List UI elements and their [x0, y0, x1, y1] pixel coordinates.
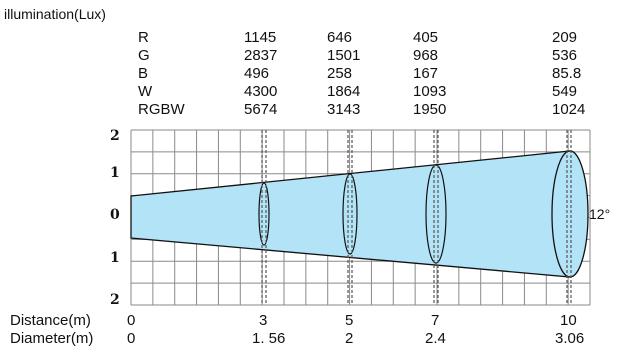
table-cell: 646 — [327, 29, 352, 46]
distance-label: Distance(m) — [10, 312, 91, 329]
table-cell: 258 — [327, 65, 352, 82]
cross-section-7m — [425, 164, 447, 264]
diameter-value: 2 — [345, 330, 353, 347]
beam-end-ellipse — [551, 150, 589, 278]
table-cell: 1501 — [327, 47, 360, 64]
row-label-rgbw: RGBW — [138, 101, 186, 118]
table-cell: 536 — [552, 47, 577, 64]
table-cell: 167 — [413, 65, 438, 82]
table-cell: 405 — [413, 29, 438, 46]
table-cell: 1864 — [327, 83, 360, 100]
distance-value: 5 — [345, 312, 353, 329]
diameter-value: 1. 56 — [252, 330, 285, 347]
table-cell: 3143 — [327, 101, 360, 118]
beam-angle-label: 12° — [589, 206, 610, 222]
diameter-label: Diameter(m) — [10, 330, 93, 347]
y-tick-label: 2 — [110, 292, 120, 308]
table-cell: 1024 — [552, 101, 585, 118]
row-label-w: W — [138, 83, 153, 100]
table-cell: 209 — [552, 29, 577, 46]
distance-markers — [261, 130, 572, 305]
table-cell: 549 — [552, 83, 577, 100]
distance-value: 10 — [560, 312, 577, 329]
diameter-value: 3.06 — [555, 330, 584, 347]
table-cell: 1950 — [413, 101, 446, 118]
distance-value: 7 — [431, 312, 439, 329]
illumination-table: R G B W RGBW 1145 646 405 209 2837 1501 … — [138, 29, 585, 118]
y-tick-label: 1 — [110, 250, 120, 266]
y-tick-label: 2 — [110, 128, 120, 144]
table-cell: 5674 — [244, 101, 277, 118]
page-title: illumination(Lux) — [4, 6, 106, 22]
distance-row: Distance(m) 0 3 5 7 10 — [10, 312, 577, 329]
row-label-g: G — [138, 47, 150, 64]
y-tick-label: 0 — [110, 207, 120, 223]
table-cell: 968 — [413, 47, 438, 64]
diameter-value: 2.4 — [425, 330, 446, 347]
table-cell: 85.8 — [552, 65, 581, 82]
row-label-b: B — [138, 65, 148, 82]
cross-section-3m — [258, 182, 270, 246]
table-cell: 1145 — [244, 29, 276, 46]
row-label-r: R — [138, 29, 149, 46]
y-tick-label: 1 — [110, 165, 120, 181]
table-cell: 496 — [244, 65, 269, 82]
distance-value: 3 — [259, 312, 267, 329]
table-cell: 1093 — [413, 83, 446, 100]
diameter-value: 0 — [127, 330, 135, 347]
diameter-row: Diameter(m) 0 1. 56 2 2.4 3.06 — [10, 330, 584, 347]
cross-section-5m — [342, 173, 358, 255]
table-cell: 4300 — [244, 83, 277, 100]
table-cell: 2837 — [244, 47, 277, 64]
y-axis-labels: 2 1 0 1 2 — [110, 128, 120, 308]
distance-value: 0 — [127, 312, 135, 329]
